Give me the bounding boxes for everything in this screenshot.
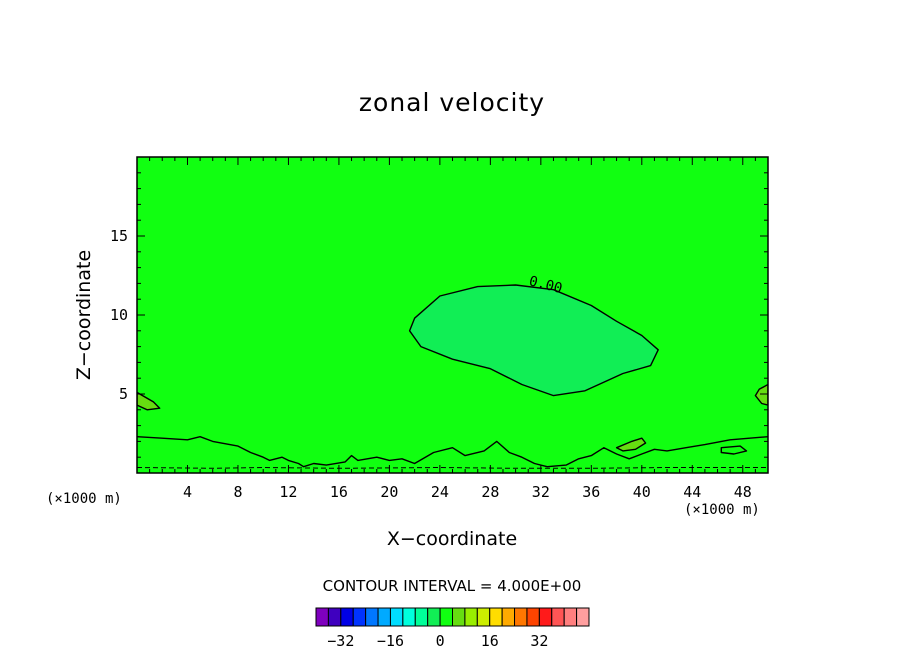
colorbar-swatch [526,607,540,627]
contour-interval-label: CONTOUR INTERVAL = 4.000E+00 [322,577,582,595]
x-tick-label: 48 [734,483,752,501]
colorbar-swatch [439,607,454,627]
region-left-edge-positive [137,392,160,410]
x-axis-label: X−coordinate [386,528,518,550]
y-tick-label: 10 [110,306,128,324]
colorbar-swatch [452,607,466,627]
region-surface-blob [616,438,646,451]
x-unit-label-left: (×1000 m) [46,491,122,507]
plot-area: 0.00 [137,157,768,473]
z-unit-label-right: (×1000 m) [684,502,760,518]
x-tick-label: 4 [183,483,192,501]
colorbar-swatch [365,607,379,627]
colorbar-swatch [340,607,354,627]
x-tick-label: 20 [380,483,398,501]
x-tick-label: 8 [233,483,242,501]
contour-label: 0.00 [527,273,564,297]
colorbar-swatch [427,607,441,627]
colorbar-swatch [327,607,342,627]
colorbar: −32 −16 0 16 32 [315,607,590,650]
colorbar-swatch [464,607,478,627]
colorbar-tick-label: 16 [481,632,499,650]
contour-line [137,436,768,468]
chart-title: zonal velocity [358,88,546,117]
region-negative-zonal-core [409,285,659,396]
colorbar-swatch [414,607,429,627]
contour-line [137,391,161,411]
x-tick-label: 44 [683,483,701,501]
colorbar-swatch [489,607,503,627]
y-axis-label: Z−coordinate [73,249,95,381]
colorbar-tick-label: −32 [327,632,354,650]
colorbar-swatch [551,607,565,627]
contour-line [754,383,768,406]
region-right-edge-positive [755,384,768,406]
x-tick-label: 16 [330,483,348,501]
colorbar-swatch [576,607,590,627]
colorbar-swatch [352,607,367,627]
x-tick-label: 28 [481,483,499,501]
y-tick-label: 15 [110,227,128,245]
colorbar-swatch [538,607,553,627]
colorbar-swatch [563,607,578,627]
colorbar-swatch [402,607,416,627]
colorbar-tick-label: −16 [377,632,404,650]
x-tick-label: 12 [279,483,297,501]
x-tick-label: 40 [633,483,651,501]
contour-line [615,437,647,452]
colorbar-swatch [514,607,528,627]
colorbar-tick-label: 32 [530,632,548,650]
colorbar-swatch [315,607,329,627]
colorbar-swatch [377,607,391,627]
contour-line [408,284,659,397]
x-tick-label: 32 [532,483,550,501]
contour-line [720,445,748,455]
x-tick-label: 24 [431,483,449,501]
colorbar-swatch [476,607,491,627]
colorbar-swatch [389,607,404,627]
colorbar-swatch [501,607,516,627]
y-tick-label: 5 [119,385,128,403]
x-tick-label: 36 [582,483,600,501]
colorbar-tick-label: 0 [436,632,445,650]
